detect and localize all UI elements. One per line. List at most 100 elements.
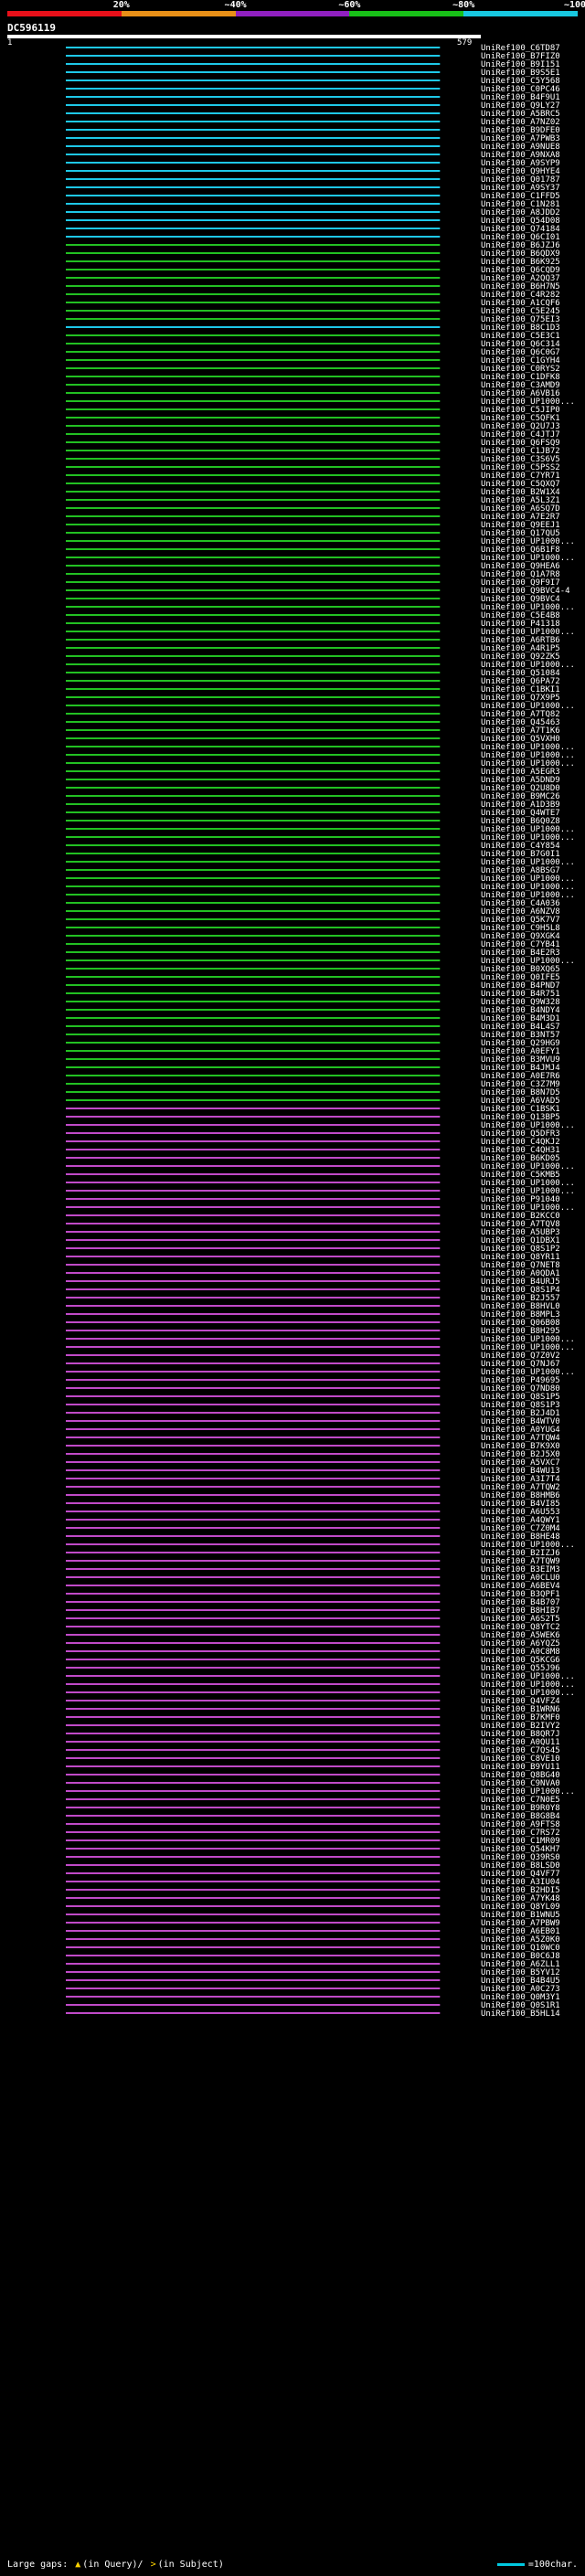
hit-label[interactable]: UniRef100_UP1000...	[481, 751, 575, 760]
hit-label[interactable]: UniRef100_Q4VFZ4	[481, 1697, 560, 1706]
hit-label[interactable]: UniRef100_B9YU11	[481, 1763, 560, 1772]
hit-label[interactable]: UniRef100_B6QDX9	[481, 249, 560, 259]
hit-label[interactable]: UniRef100_B6H7N5	[481, 282, 560, 292]
hit-label[interactable]: UniRef100_A7T1K6	[481, 726, 560, 736]
hit-label[interactable]: UniRef100_C7Z0M4	[481, 1524, 560, 1533]
hit-label[interactable]: UniRef100_B4R751	[481, 990, 560, 999]
hit-label[interactable]: UniRef100_Q13BP5	[481, 1113, 560, 1122]
hit-label[interactable]: UniRef100_B4M3D1	[481, 1014, 560, 1023]
hit-label[interactable]: UniRef100_B7KMF0	[481, 1713, 560, 1723]
hit-label[interactable]: UniRef100_UP1000...	[481, 1335, 575, 1344]
hit-label[interactable]: UniRef100_Q01787	[481, 175, 560, 185]
hit-label[interactable]: UniRef100_UP1000...	[481, 628, 575, 637]
hit-label[interactable]: UniRef100_B2HDI5	[481, 1886, 560, 1895]
hit-label[interactable]: UniRef100_Q8S1P5	[481, 1393, 560, 1402]
hit-label[interactable]: UniRef100_Q6CI01	[481, 233, 560, 242]
hit-label[interactable]: UniRef100_A6VAD5	[481, 1097, 560, 1106]
hit-label[interactable]: UniRef100_B2IZJ6	[481, 1549, 560, 1558]
hit-label[interactable]: UniRef100_B8QR7J	[481, 1730, 560, 1739]
hit-label[interactable]: UniRef100_Q5K7V7	[481, 916, 560, 925]
hit-label[interactable]: UniRef100_C1MR09	[481, 1837, 560, 1846]
hit-label[interactable]: UniRef100_Q54D08	[481, 217, 560, 226]
hit-label[interactable]: UniRef100_Q7NJ67	[481, 1360, 560, 1369]
hit-label[interactable]: UniRef100_B4B707	[481, 1598, 560, 1607]
hit-label[interactable]: UniRef100_UP1000...	[481, 1680, 575, 1690]
hit-label[interactable]: UniRef100_C5QXQ7	[481, 480, 560, 489]
hit-label[interactable]: UniRef100_B8LSD0	[481, 1861, 560, 1871]
hit-label[interactable]: UniRef100_C5E245	[481, 307, 560, 316]
hit-label[interactable]: UniRef100_Q6CQD9	[481, 266, 560, 275]
hit-label[interactable]: UniRef100_C1BSK1	[481, 1105, 560, 1114]
hit-label[interactable]: UniRef100_C4A036	[481, 899, 560, 908]
hit-label[interactable]: UniRef100_Q9HYE4	[481, 167, 560, 176]
hit-label[interactable]: UniRef100_Q55J96	[481, 1664, 560, 1673]
hit-label[interactable]: UniRef100_C7YR71	[481, 472, 560, 481]
hit-label[interactable]: UniRef100_C7YB41	[481, 940, 560, 949]
hit-label[interactable]: UniRef100_C7N0E5	[481, 1796, 560, 1805]
hit-label[interactable]: UniRef100_Q2U7J3	[481, 422, 560, 431]
hit-label[interactable]: UniRef100_B4E2R3	[481, 949, 560, 958]
hit-label[interactable]: UniRef100_B9S5E1	[481, 69, 560, 78]
hit-label[interactable]: UniRef100_B5YV12	[481, 1968, 560, 1977]
hit-label[interactable]: UniRef100_UP1000...	[481, 743, 575, 752]
hit-label[interactable]: UniRef100_UP1000...	[481, 891, 575, 900]
hit-label[interactable]: UniRef100_A6BEV4	[481, 1582, 560, 1591]
hit-label[interactable]: UniRef100_B7FIZ0	[481, 52, 560, 61]
hit-label[interactable]: UniRef100_A3IU04	[481, 1878, 560, 1887]
hit-label[interactable]: UniRef100_Q5VXH0	[481, 735, 560, 744]
hit-label[interactable]: UniRef100_UP1000...	[481, 1343, 575, 1352]
hit-label[interactable]: UniRef100_B4F9U1	[481, 93, 560, 102]
hit-label[interactable]: UniRef100_Q45463	[481, 718, 560, 727]
hit-label[interactable]: UniRef100_UP1000...	[481, 702, 575, 711]
hit-label[interactable]: UniRef100_C1FFD5	[481, 192, 560, 201]
hit-label[interactable]: UniRef100_Q8S1P4	[481, 1286, 560, 1295]
hit-label[interactable]: UniRef100_C1JB72	[481, 447, 560, 456]
hit-label[interactable]: UniRef100_A6RTB6	[481, 636, 560, 645]
hit-label[interactable]: UniRef100_UP1000...	[481, 1203, 575, 1213]
hit-label[interactable]: UniRef100_Q9BVC4	[481, 595, 560, 604]
hit-label[interactable]: UniRef100_UP1000...	[481, 554, 575, 563]
hit-label[interactable]: UniRef100_Q6B1F8	[481, 546, 560, 555]
hit-label[interactable]: UniRef100_C1GYH4	[481, 356, 560, 366]
hit-label[interactable]: UniRef100_B6Q0Z8	[481, 817, 560, 826]
hit-label[interactable]: UniRef100_Q10WC0	[481, 1944, 560, 1953]
hit-label[interactable]: UniRef100_Q8S1P2	[481, 1245, 560, 1254]
hit-label[interactable]: UniRef100_B8H295	[481, 1327, 560, 1336]
hit-label[interactable]: UniRef100_B4VI85	[481, 1500, 560, 1509]
hit-label[interactable]: UniRef100_B9I151	[481, 60, 560, 69]
hit-label[interactable]: UniRef100_Q9XGK4	[481, 932, 560, 941]
hit-label[interactable]: UniRef100_A7TQW9	[481, 1557, 560, 1566]
hit-label[interactable]: UniRef100_Q8BG40	[481, 1771, 560, 1780]
hit-label[interactable]: UniRef100_Q39RS0	[481, 1853, 560, 1862]
hit-label[interactable]: UniRef100_B5HL14	[481, 2009, 560, 2019]
hit-label[interactable]: UniRef100_P41318	[481, 620, 560, 629]
hit-label[interactable]: UniRef100_A0E7R6	[481, 1072, 560, 1081]
hit-label[interactable]: UniRef100_C4R282	[481, 291, 560, 300]
hit-label[interactable]: UniRef100_UP1000...	[481, 1541, 575, 1550]
hit-label[interactable]: UniRef100_B2J557	[481, 1294, 560, 1303]
hit-label[interactable]: UniRef100_B9R0Y8	[481, 1804, 560, 1813]
hit-label[interactable]: UniRef100_C8VE10	[481, 1754, 560, 1764]
hit-label[interactable]: UniRef100_Q7ND80	[481, 1384, 560, 1394]
hit-label[interactable]: UniRef100_C6TD87	[481, 44, 560, 53]
hit-label[interactable]: UniRef100_Q51084	[481, 669, 560, 678]
hit-label[interactable]: UniRef100_B4JMJ4	[481, 1064, 560, 1073]
hit-label[interactable]: UniRef100_B2KCC0	[481, 1212, 560, 1221]
hit-label[interactable]: UniRef100_B8N7D5	[481, 1088, 560, 1097]
hit-label[interactable]: UniRef100_B8HE48	[481, 1532, 560, 1542]
hit-label[interactable]: UniRef100_Q54KH7	[481, 1845, 560, 1854]
hit-label[interactable]: UniRef100_A7E2R7	[481, 513, 560, 522]
hit-label[interactable]: UniRef100_B3QPF1	[481, 1590, 560, 1599]
hit-label[interactable]: UniRef100_A5BRC5	[481, 110, 560, 119]
hit-label[interactable]: UniRef100_Q0S1R1	[481, 2001, 560, 2010]
hit-label[interactable]: UniRef100_A0QU11	[481, 1738, 560, 1747]
hit-label[interactable]: UniRef100_A7NZ02	[481, 118, 560, 127]
hit-label[interactable]: UniRef100_A6S2T5	[481, 1615, 560, 1624]
hit-label[interactable]: UniRef100_Q8YR11	[481, 1253, 560, 1262]
hit-label[interactable]: UniRef100_A3I7T4	[481, 1475, 560, 1484]
hit-label[interactable]: UniRef100_Q9HEA6	[481, 562, 560, 571]
hit-label[interactable]: UniRef100_A0QDA1	[481, 1269, 560, 1278]
hit-label[interactable]: UniRef100_B8G8B4	[481, 1812, 560, 1821]
hit-label[interactable]: UniRef100_A5WEK6	[481, 1631, 560, 1640]
hit-label[interactable]: UniRef100_C9NVA0	[481, 1779, 560, 1788]
